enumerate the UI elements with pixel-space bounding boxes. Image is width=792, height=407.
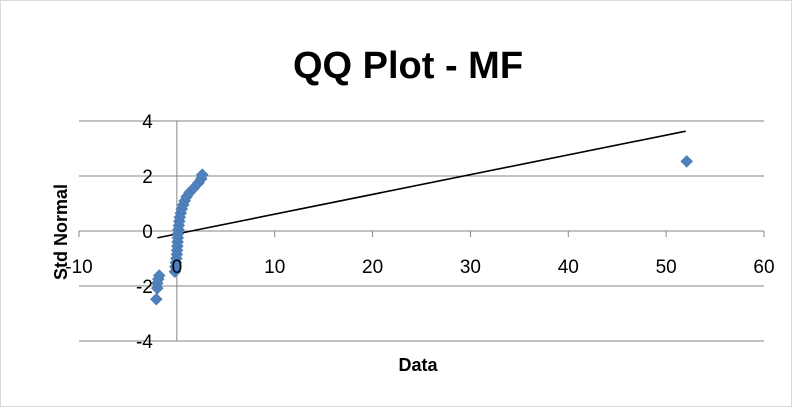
data-point [680, 155, 694, 168]
x-tick-label-3: 20 [362, 257, 383, 278]
points-layer [149, 155, 694, 306]
y-tick-label-0: 4 [142, 112, 153, 133]
y-tick-label-3: -2 [136, 277, 153, 298]
chart-title: QQ Plot - MF [293, 45, 523, 87]
data-point [152, 269, 166, 282]
x-tick-label-1: 0 [172, 257, 183, 278]
y-tick-label-2: 0 [142, 222, 153, 243]
trendline-layer [157, 130, 686, 239]
x-axis-title: Data [398, 355, 438, 375]
x-tick-label-0: -10 [65, 257, 92, 278]
trendline [157, 130, 686, 239]
y-axis-title: Std Normal [51, 184, 71, 280]
y-tick-label-4: -4 [136, 332, 153, 353]
x-tick-label-4: 30 [460, 257, 481, 278]
x-tick-label-6: 50 [656, 257, 677, 278]
x-tick-label-5: 40 [558, 257, 579, 278]
data-point [149, 292, 163, 306]
y-tick-label-1: 2 [142, 167, 153, 188]
x-tick-label-7: 60 [753, 257, 774, 278]
x-tick-label-2: 10 [264, 257, 285, 278]
data-point [195, 168, 209, 181]
